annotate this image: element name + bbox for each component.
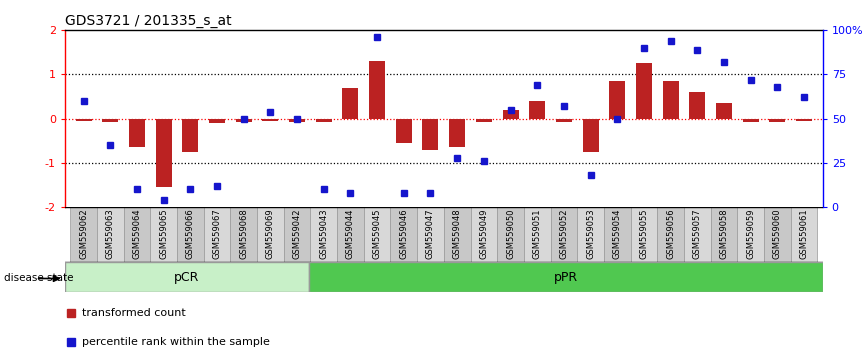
Text: GSM559053: GSM559053: [586, 209, 595, 259]
Text: GSM559044: GSM559044: [346, 209, 355, 259]
Bar: [551, 207, 578, 262]
Text: GSM559059: GSM559059: [746, 209, 755, 259]
Bar: [204, 207, 230, 262]
Text: GSM559066: GSM559066: [186, 209, 195, 259]
Text: GSM559064: GSM559064: [132, 209, 141, 259]
Bar: [209, 119, 225, 123]
Bar: [124, 207, 151, 262]
Bar: [791, 207, 818, 262]
Text: GSM559050: GSM559050: [506, 209, 515, 259]
Text: GSM559067: GSM559067: [212, 209, 222, 259]
Bar: [342, 87, 359, 119]
Bar: [684, 207, 711, 262]
Bar: [230, 207, 257, 262]
Text: GSM559055: GSM559055: [639, 209, 649, 259]
Bar: [764, 207, 791, 262]
Text: percentile rank within the sample: percentile rank within the sample: [81, 337, 269, 347]
Bar: [689, 92, 705, 119]
Bar: [262, 119, 278, 121]
Bar: [556, 119, 572, 122]
Bar: [636, 63, 652, 119]
Bar: [289, 119, 305, 122]
Bar: [183, 119, 198, 152]
Text: GSM559043: GSM559043: [320, 209, 328, 259]
Bar: [364, 207, 391, 262]
Bar: [475, 119, 492, 122]
Bar: [529, 101, 546, 119]
Bar: [151, 207, 177, 262]
Text: GSM559045: GSM559045: [372, 209, 382, 259]
Bar: [583, 119, 598, 152]
Bar: [711, 207, 737, 262]
Text: GSM559049: GSM559049: [480, 209, 488, 259]
Text: GSM559051: GSM559051: [533, 209, 542, 259]
Bar: [449, 119, 465, 147]
Text: disease state: disease state: [4, 273, 74, 283]
Bar: [70, 207, 97, 262]
Text: pCR: pCR: [174, 270, 199, 284]
Bar: [308, 262, 823, 292]
Text: GSM559060: GSM559060: [772, 209, 782, 259]
Bar: [97, 207, 124, 262]
Bar: [369, 61, 385, 119]
Bar: [737, 207, 764, 262]
Text: GSM559052: GSM559052: [559, 209, 568, 259]
Bar: [257, 207, 284, 262]
Bar: [657, 207, 684, 262]
Text: GSM559061: GSM559061: [799, 209, 809, 259]
Bar: [502, 110, 519, 119]
Text: GSM559069: GSM559069: [266, 209, 275, 259]
Text: GSM559062: GSM559062: [79, 209, 88, 259]
Text: GSM559057: GSM559057: [693, 209, 701, 259]
Text: GSM559058: GSM559058: [720, 209, 728, 259]
Bar: [470, 207, 497, 262]
Bar: [284, 207, 310, 262]
Bar: [604, 207, 630, 262]
Bar: [337, 207, 364, 262]
Bar: [497, 207, 524, 262]
Text: GDS3721 / 201335_s_at: GDS3721 / 201335_s_at: [65, 14, 231, 28]
Text: GSM559063: GSM559063: [106, 209, 115, 259]
Text: GSM559054: GSM559054: [613, 209, 622, 259]
Bar: [423, 119, 438, 149]
Text: GSM559047: GSM559047: [426, 209, 435, 259]
Bar: [716, 103, 732, 119]
Text: GSM559042: GSM559042: [293, 209, 301, 259]
Bar: [630, 207, 657, 262]
Bar: [396, 119, 412, 143]
Bar: [578, 207, 604, 262]
Bar: [129, 119, 145, 147]
Bar: [743, 119, 759, 122]
Text: GSM559046: GSM559046: [399, 209, 408, 259]
Bar: [102, 119, 119, 122]
Text: GSM559048: GSM559048: [453, 209, 462, 259]
Text: pPR: pPR: [553, 270, 578, 284]
Bar: [662, 81, 679, 119]
Bar: [610, 81, 625, 119]
Bar: [769, 119, 785, 122]
Bar: [796, 119, 812, 121]
Text: transformed count: transformed count: [81, 308, 185, 318]
Bar: [524, 207, 551, 262]
Bar: [391, 207, 417, 262]
Bar: [177, 207, 204, 262]
Bar: [156, 119, 171, 187]
Text: GSM559065: GSM559065: [159, 209, 168, 259]
Bar: [310, 207, 337, 262]
Text: GSM559056: GSM559056: [666, 209, 675, 259]
Bar: [316, 119, 332, 122]
Bar: [443, 207, 470, 262]
Bar: [75, 119, 92, 121]
Bar: [417, 207, 443, 262]
Bar: [65, 262, 308, 292]
Text: GSM559068: GSM559068: [239, 209, 249, 259]
Bar: [236, 119, 252, 122]
